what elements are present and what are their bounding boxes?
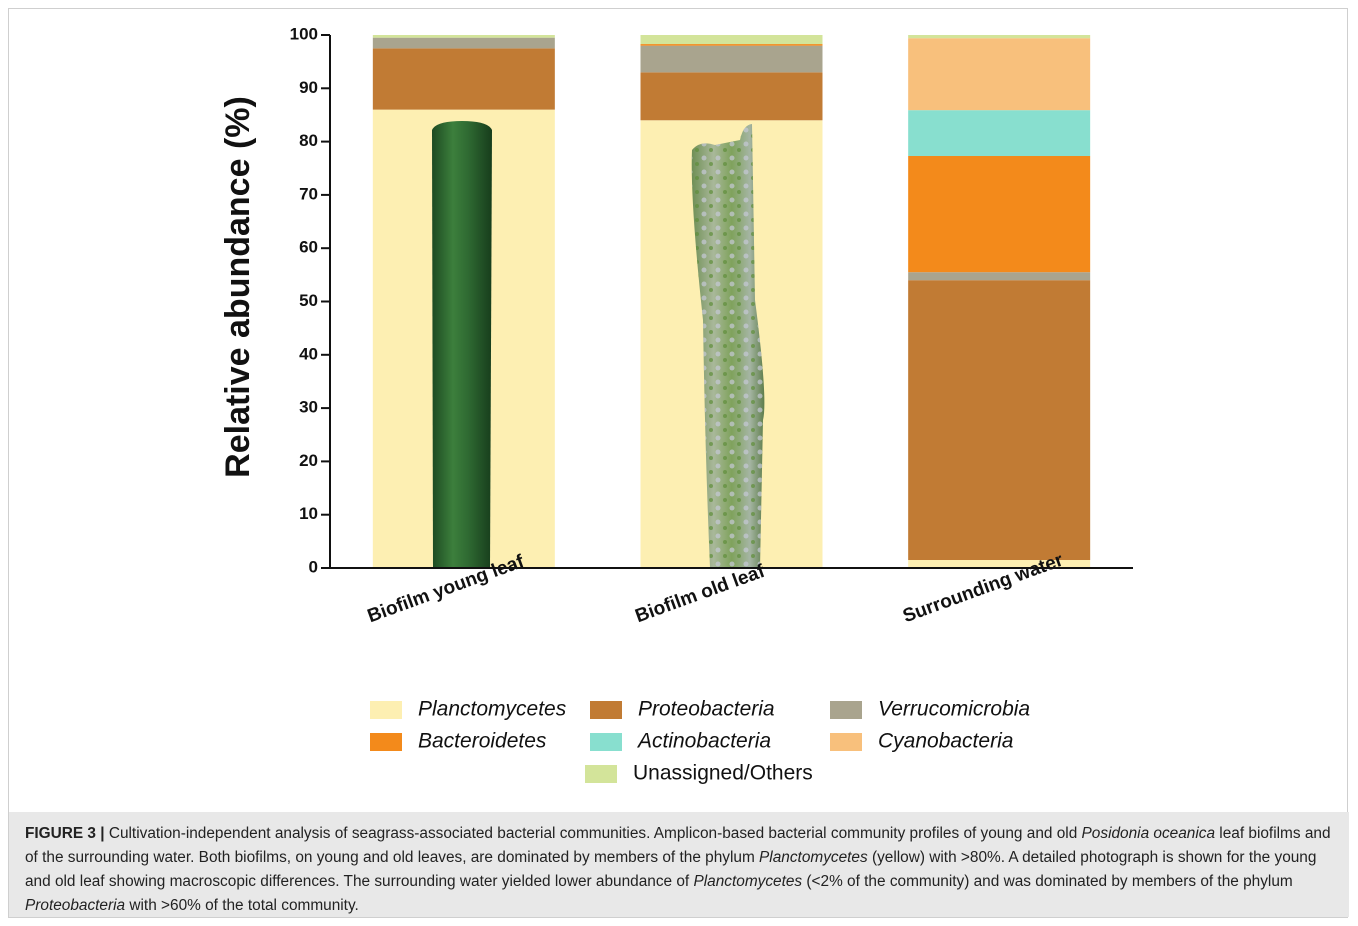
bar-segment <box>908 38 1090 110</box>
caption-text: (<2% of the community) and was dominated… <box>802 873 1293 890</box>
legend-swatch <box>370 733 402 751</box>
x-tick-label: Biofilm old leaf <box>632 561 768 628</box>
caption-text: Posidonia oceanica <box>1082 825 1215 842</box>
leaf-photos <box>432 121 764 568</box>
y-tick-label: 10 <box>299 504 318 523</box>
y-tick-label: 0 <box>309 557 318 576</box>
caption-text: Cultivation-independent analysis of seag… <box>109 825 1082 842</box>
legend-label: Cyanobacteria <box>878 730 1013 753</box>
bar-segment <box>373 38 555 49</box>
bar-segment <box>908 35 1090 38</box>
legend-swatch <box>590 701 622 719</box>
y-tick-label: 80 <box>299 131 318 150</box>
bar-segment <box>641 46 823 73</box>
bar-segment <box>641 44 823 46</box>
y-tick-label: 70 <box>299 184 318 203</box>
bar-segment <box>908 272 1090 280</box>
legend-label: Bacteroidetes <box>418 730 547 753</box>
bar-segment <box>908 156 1090 272</box>
legend-swatch <box>830 701 862 719</box>
y-tick-label: 40 <box>299 344 318 363</box>
legend-label: Planctomycetes <box>418 698 567 721</box>
bar-segment <box>908 110 1090 156</box>
legend-label: Verrucomicrobia <box>878 698 1030 721</box>
y-tick-label: 30 <box>299 398 318 417</box>
bar-segment <box>641 72 823 120</box>
bar-segment <box>373 35 555 38</box>
y-tick-label: 20 <box>299 451 318 470</box>
y-tick-label: 90 <box>299 78 318 97</box>
bar-segment <box>373 48 555 109</box>
caption-text: with >60% of the total community. <box>125 897 359 914</box>
bar-segment <box>641 35 823 44</box>
legend-swatch <box>590 733 622 751</box>
legend-label: Actinobacteria <box>636 730 771 753</box>
legend-swatch <box>830 733 862 751</box>
caption-label: FIGURE 3 | <box>25 825 105 842</box>
y-tick-label: 100 <box>290 24 318 43</box>
caption-text: Proteobacteria <box>25 897 125 914</box>
legend-label: Unassigned/Others <box>633 762 813 785</box>
y-tick-label: 60 <box>299 238 318 257</box>
page: Biofilm young leafBiofilm old leafSurrou… <box>0 0 1358 926</box>
caption: FIGURE 3 | Cultivation-independent analy… <box>9 812 1349 917</box>
caption-text: Planctomycetes <box>693 873 802 890</box>
bar-segment <box>908 280 1090 560</box>
legend-swatch <box>585 765 617 783</box>
legend-label: Proteobacteria <box>638 698 775 721</box>
y-tick-label: 50 <box>299 291 318 310</box>
young-leaf-photo <box>432 121 492 568</box>
legend-swatch <box>370 701 402 719</box>
caption-text: Planctomycetes <box>759 849 868 866</box>
y-axis-label: Relative abundance (%) <box>219 96 257 478</box>
